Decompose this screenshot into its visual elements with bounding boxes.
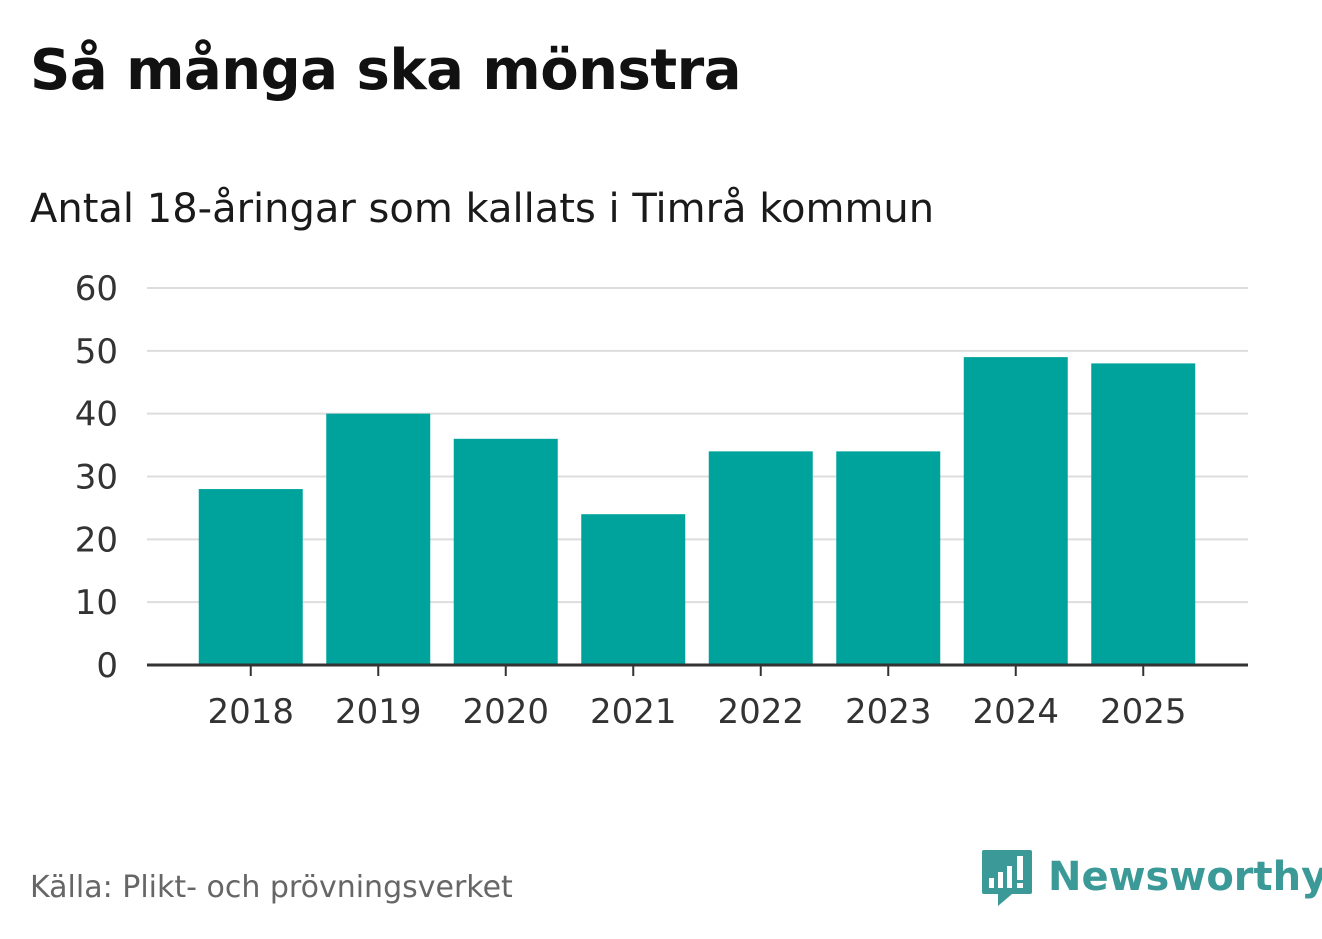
brand[interactable]: Newsworthy bbox=[978, 846, 1322, 908]
y-tick-label: 20 bbox=[75, 520, 118, 560]
chart-title: Så många ska mönstra bbox=[30, 38, 742, 103]
brand-name: Newsworthy bbox=[1048, 854, 1322, 900]
chart-subtitle: Antal 18-åringar som kallats i Timrå kom… bbox=[30, 186, 935, 232]
y-tick-label: 40 bbox=[75, 395, 118, 435]
y-tick-label: 30 bbox=[75, 458, 118, 498]
bar-2022 bbox=[708, 451, 813, 665]
x-tick-label: 2018 bbox=[207, 692, 294, 732]
bar-2019 bbox=[326, 413, 431, 665]
x-tick-label: 2022 bbox=[717, 692, 804, 732]
y-tick-label: 10 bbox=[75, 583, 118, 623]
bar-2021 bbox=[581, 514, 686, 665]
y-tick-label: 60 bbox=[75, 269, 118, 309]
bar-2024 bbox=[963, 357, 1068, 665]
x-tick-label: 2019 bbox=[335, 692, 422, 732]
bar-2025 bbox=[1091, 363, 1196, 665]
bar-2020 bbox=[453, 438, 558, 665]
x-tick-label: 2024 bbox=[972, 692, 1059, 732]
source-note: Källa: Plikt- och prövningsverket bbox=[30, 870, 513, 905]
bar-2018 bbox=[198, 489, 303, 665]
x-tick-label: 2025 bbox=[1100, 692, 1187, 732]
x-tick-label: 2023 bbox=[845, 692, 932, 732]
y-tick-label: 50 bbox=[75, 332, 118, 372]
y-tick-label: 0 bbox=[96, 646, 118, 686]
bar-2023 bbox=[836, 451, 941, 665]
x-tick-label: 2020 bbox=[462, 692, 549, 732]
newsworthy-logo-icon bbox=[982, 850, 1032, 906]
bar-chart: 0 10 20 30 40 50 60 2018 2019 2020 2021 2022 2023 202… bbox=[75, 269, 1248, 732]
x-tick-label: 2021 bbox=[590, 692, 677, 732]
